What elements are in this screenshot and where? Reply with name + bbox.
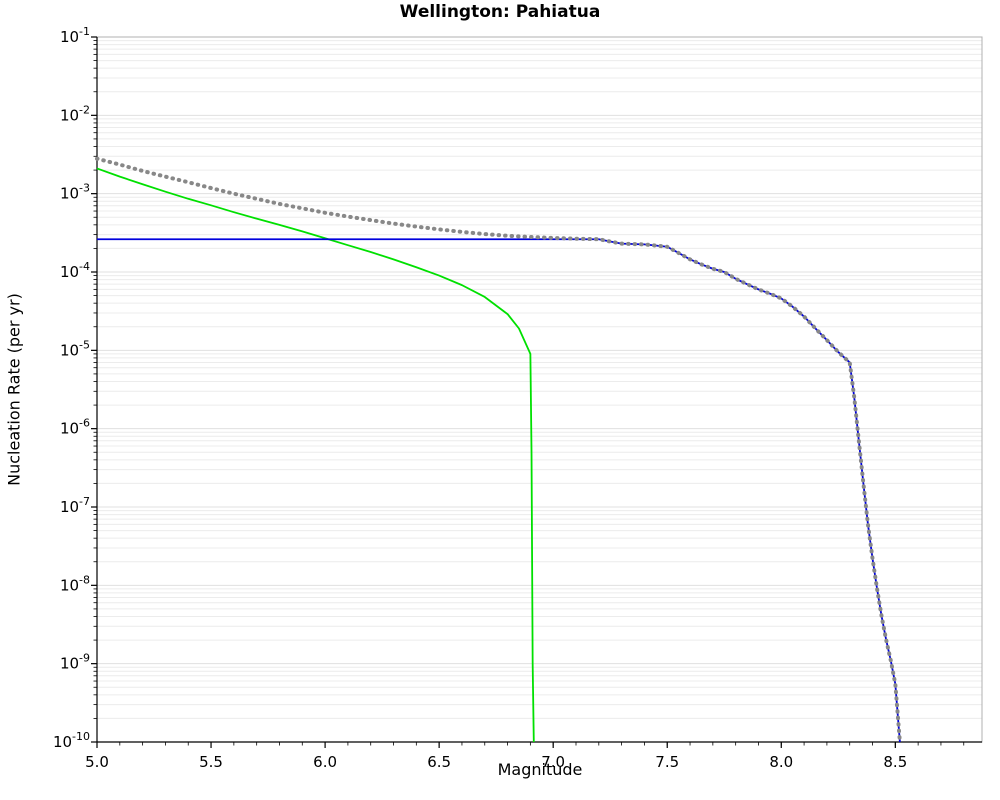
grid-lines <box>97 40 982 719</box>
chart-title: Wellington: Pahiatua <box>399 2 601 22</box>
series-blue-solid <box>97 238 901 743</box>
y-tick-label: 10-4 <box>60 260 90 281</box>
x-tick-label: 6.5 <box>427 753 451 771</box>
axis-ticks: 10-1 10-2 10-3 10-4 10-5 10-6 10-7 10-8 10-9 10-1… <box>53 25 965 771</box>
y-tick-label: 10-9 <box>60 652 90 673</box>
plot-frame <box>96 36 983 743</box>
y-axis-label: Nucleation Rate (per yr) <box>4 293 24 486</box>
y-tick-label: 10-10 <box>53 730 90 751</box>
y-tick-label: 10-2 <box>60 103 90 124</box>
series-green-solid <box>96 167 535 743</box>
x-tick-label: 8.5 <box>883 753 907 771</box>
x-tick-label: 5.0 <box>85 753 109 771</box>
x-tick-label: 7.5 <box>655 753 679 771</box>
x-axis-label: Magnitude <box>497 760 583 779</box>
x-tick-label: 6.0 <box>313 753 337 771</box>
y-tick-label: 10-7 <box>60 495 90 516</box>
y-tick-label: 10-6 <box>60 417 90 438</box>
x-tick-label: 7.0 <box>541 753 565 771</box>
y-tick-label: 10-8 <box>60 573 90 594</box>
x-tick-label: 8.0 <box>769 753 793 771</box>
series-lines <box>95 156 902 744</box>
y-tick-label: 10-1 <box>60 25 90 46</box>
series-gray-dotted <box>95 156 902 744</box>
y-tick-label: 10-3 <box>60 182 90 203</box>
y-tick-label: 10-5 <box>60 338 90 359</box>
x-tick-label: 5.5 <box>199 753 223 771</box>
